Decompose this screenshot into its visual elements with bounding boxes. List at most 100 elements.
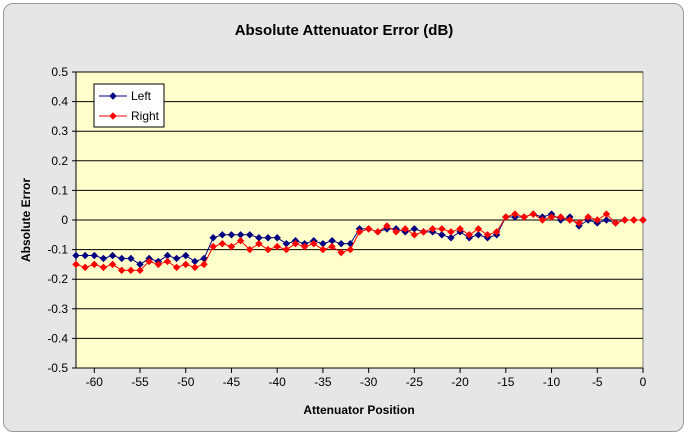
gridlines	[76, 71, 643, 369]
data-point	[99, 254, 108, 263]
legend-marker	[109, 112, 117, 120]
data-point	[538, 216, 547, 224]
y-tick-label: -0.1	[47, 243, 68, 257]
x-tick-label: -40	[269, 375, 287, 389]
y-tick-label: 0	[61, 213, 68, 227]
x-tick-label: -15	[497, 375, 515, 389]
data-point	[410, 231, 419, 239]
data-point	[127, 266, 135, 275]
data-point	[602, 216, 611, 224]
data-point	[328, 242, 336, 251]
data-point	[191, 263, 199, 272]
data-point	[81, 251, 89, 260]
data-point	[246, 245, 254, 254]
data-point	[118, 254, 126, 263]
data-point	[593, 216, 601, 224]
x-axis-label: Attenuator Position	[303, 403, 414, 417]
x-tick-label: -50	[177, 375, 195, 389]
data-point	[108, 251, 117, 260]
data-point	[273, 234, 281, 242]
data-point	[401, 225, 409, 233]
data-point	[200, 260, 208, 269]
data-point	[337, 248, 345, 257]
data-point	[118, 266, 126, 275]
data-point	[108, 260, 117, 269]
data-point	[566, 216, 574, 224]
data-point	[556, 213, 565, 221]
data-point	[273, 242, 281, 251]
data-point	[182, 251, 190, 260]
legend-label: Left	[131, 89, 152, 103]
legend-label: Right	[131, 109, 160, 123]
legend: Left Right	[93, 83, 165, 128]
data-point	[346, 245, 355, 254]
x-tick-label: 0	[640, 375, 647, 389]
data-point	[218, 231, 227, 239]
data-point	[136, 266, 144, 275]
y-tick-label: 0.4	[51, 95, 68, 109]
x-tick-label: -45	[223, 375, 241, 389]
data-point	[520, 213, 528, 221]
x-tick-label: -20	[451, 375, 469, 389]
data-point	[282, 245, 291, 254]
x-tick-label: -25	[406, 375, 424, 389]
data-point	[621, 216, 629, 224]
data-point	[355, 228, 364, 236]
x-tick-label: -35	[314, 375, 332, 389]
data-point	[584, 213, 592, 221]
data-point	[611, 219, 620, 227]
data-point	[172, 254, 181, 263]
data-point	[492, 228, 501, 236]
series-layer	[72, 210, 647, 275]
data-point	[447, 228, 455, 236]
data-point	[419, 228, 428, 236]
data-point	[145, 257, 153, 266]
data-point	[438, 225, 446, 233]
data-point	[182, 260, 190, 269]
data-point	[474, 225, 483, 233]
data-point	[502, 213, 510, 221]
data-point	[72, 260, 80, 269]
data-point	[337, 239, 345, 248]
data-point	[465, 231, 473, 239]
data-point	[428, 225, 437, 233]
data-point	[264, 234, 272, 242]
y-tick-label: -0.5	[47, 361, 68, 375]
data-point	[300, 242, 309, 251]
data-point	[529, 210, 537, 218]
x-tick-label: -5	[592, 375, 603, 389]
y-axis-label: Absolute Error	[19, 178, 33, 262]
data-point	[630, 216, 638, 224]
data-point	[319, 245, 327, 254]
x-axis-ticks: -60 -55 -50 -45 -40 -35 -30 -25 -20 -15 -10 -5 0	[75, 72, 647, 389]
data-point	[72, 251, 80, 260]
data-point	[511, 210, 519, 218]
data-point	[218, 239, 227, 248]
chart-title: Absolute Attenuator Error (dB)	[235, 22, 454, 39]
legend-box	[93, 83, 165, 128]
data-point	[209, 234, 217, 242]
x-tick-label: -30	[360, 375, 378, 389]
data-point	[474, 231, 483, 239]
data-point	[374, 228, 382, 236]
plot-area: 0.5 0.4 0.3 0.2 0.1 0 -0.1 -0.2 -0.3 -0.4 -0.5 -60…	[47, 65, 647, 389]
data-point	[547, 213, 556, 221]
legend-marker	[109, 92, 117, 100]
data-point	[291, 239, 300, 248]
data-point	[172, 263, 181, 272]
x-tick-label: -60	[86, 375, 104, 389]
data-point	[456, 225, 464, 233]
y-tick-label: -0.4	[47, 331, 68, 345]
data-point	[154, 260, 163, 269]
data-point	[438, 231, 446, 239]
data-point	[90, 260, 98, 269]
data-point	[575, 219, 583, 227]
y-tick-label: 0.5	[51, 65, 68, 79]
data-point	[127, 254, 135, 263]
data-point	[163, 257, 172, 266]
y-tick-label: -0.3	[47, 302, 68, 316]
x-tick-label: -10	[543, 375, 561, 389]
x-tick-label: -55	[131, 375, 149, 389]
data-point	[81, 263, 89, 272]
